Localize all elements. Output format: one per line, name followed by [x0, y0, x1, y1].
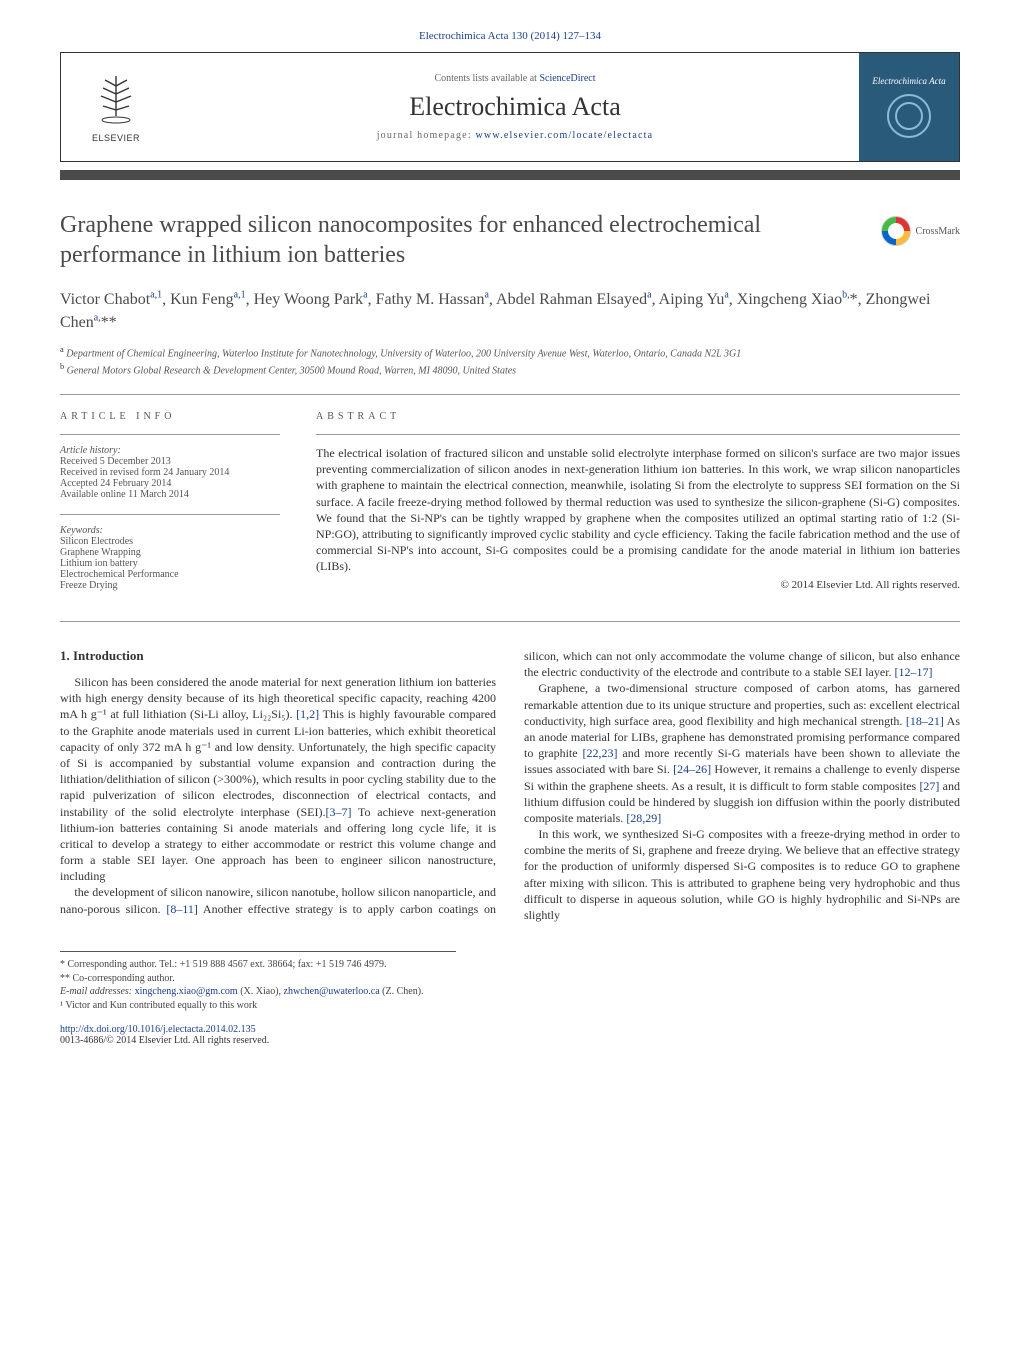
citation-link[interactable]: [12–17]: [895, 665, 933, 679]
abstract-column: abstract The electrical isolation of fra…: [316, 411, 960, 605]
keyword: Lithium ion battery: [60, 558, 280, 569]
keyword: Freeze Drying: [60, 580, 280, 591]
abstract-heading: abstract: [316, 411, 960, 422]
email-addresses: E-mail addresses: xingcheng.xiao@gm.com …: [60, 985, 456, 999]
article-info-heading: article info: [60, 411, 280, 422]
keywords-block: Keywords: Silicon ElectrodesGraphene Wra…: [60, 525, 280, 591]
history-line: Received in revised form 24 January 2014: [60, 467, 280, 478]
body-paragraph: In this work, we synthesized Si-G compos…: [524, 826, 960, 923]
section-heading: 1. Introduction: [60, 648, 496, 664]
body-paragraph: Silicon has been considered the anode ma…: [60, 674, 496, 884]
abstract-copyright: © 2014 Elsevier Ltd. All rights reserved…: [316, 579, 960, 591]
journal-reference: Electrochimica Acta 130 (2014) 127–134: [60, 30, 960, 42]
divider: [60, 394, 960, 395]
contents-prefix: Contents lists available at: [434, 73, 539, 84]
crossmark-badge-container[interactable]: CrossMark: [881, 216, 960, 246]
history-line: Received 5 December 2013: [60, 456, 280, 467]
history-label: Article history:: [60, 445, 121, 456]
article-title: Graphene wrapped silicon nanocomposites …: [60, 210, 861, 270]
footnotes: * Corresponding author. Tel.: +1 519 888…: [60, 951, 456, 1012]
authors-list: Victor Chabota,1, Kun Fenga,1, Hey Woong…: [60, 288, 960, 334]
issn-copyright: 0013-4686/© 2014 Elsevier Ltd. All right…: [60, 1035, 269, 1046]
homepage-link[interactable]: www.elsevier.com/locate/electacta: [476, 130, 654, 141]
citation-link[interactable]: [1,2]: [296, 707, 319, 721]
homepage-prefix: journal homepage:: [377, 130, 476, 141]
citation-link[interactable]: [27]: [919, 779, 939, 793]
citation-link[interactable]: [8–11]: [166, 902, 198, 916]
sciencedirect-link[interactable]: ScienceDirect: [539, 73, 595, 84]
journal-header: ELSEVIER Contents lists available at Sci…: [60, 52, 960, 162]
corresponding-author-2: ** Co-corresponding author.: [60, 972, 456, 986]
keyword: Electrochemical Performance: [60, 569, 280, 580]
citation-link[interactable]: [28,29]: [626, 811, 661, 825]
affiliation: a Department of Chemical Engineering, Wa…: [60, 344, 960, 361]
keyword: Graphene Wrapping: [60, 547, 280, 558]
contents-line: Contents lists available at ScienceDirec…: [171, 73, 859, 84]
elsevier-tree-icon: [91, 72, 141, 133]
journal-cover: Electrochimica Acta: [859, 53, 959, 161]
abstract-text: The electrical isolation of fractured si…: [316, 445, 960, 575]
history-line: Accepted 24 February 2014: [60, 478, 280, 489]
citation-link[interactable]: [18–21]: [906, 714, 944, 728]
doi-link[interactable]: http://dx.doi.org/10.1016/j.electacta.20…: [60, 1024, 256, 1035]
body-paragraph: Graphene, a two-dimensional structure co…: [524, 680, 960, 826]
doi-block: http://dx.doi.org/10.1016/j.electacta.20…: [60, 1024, 960, 1046]
publisher-name: ELSEVIER: [91, 133, 141, 143]
crossmark-icon: [881, 216, 911, 246]
publisher-logo-cell: ELSEVIER: [61, 53, 171, 161]
citation-link[interactable]: [24–26]: [673, 762, 711, 776]
email-link[interactable]: zhwchen@uwaterloo.ca: [284, 986, 380, 997]
affiliation: b General Motors Global Research & Devel…: [60, 361, 960, 378]
homepage-line: journal homepage: www.elsevier.com/locat…: [171, 130, 859, 141]
cover-graphic-icon: [887, 94, 931, 138]
author-contribution-note: ¹ Victor and Kun contributed equally to …: [60, 999, 456, 1013]
article-info-column: article info Article history: Received 5…: [60, 411, 280, 605]
history-line: Available online 11 March 2014: [60, 489, 280, 500]
affiliations: a Department of Chemical Engineering, Wa…: [60, 344, 960, 378]
corresponding-author-1: * Corresponding author. Tel.: +1 519 888…: [60, 958, 456, 972]
header-bar: [60, 170, 960, 180]
header-center: Contents lists available at ScienceDirec…: [171, 53, 859, 161]
cover-title: Electrochimica Acta: [872, 76, 945, 86]
keywords-label: Keywords:: [60, 525, 103, 536]
email-who: (Z. Chen).: [380, 986, 424, 997]
crossmark-label: CrossMark: [916, 226, 960, 237]
citation-link[interactable]: [22,23]: [582, 746, 617, 760]
journal-ref-link[interactable]: Electrochimica Acta 130 (2014) 127–134: [419, 30, 601, 42]
keyword: Silicon Electrodes: [60, 536, 280, 547]
email-link[interactable]: xingcheng.xiao@gm.com: [135, 986, 238, 997]
article-history: Article history: Received 5 December 201…: [60, 445, 280, 500]
citation-link[interactable]: [3–7]: [326, 805, 352, 819]
body-columns: 1. Introduction Silicon has been conside…: [60, 648, 960, 923]
email-label: E-mail addresses:: [60, 986, 135, 997]
email-who: (X. Xiao),: [238, 986, 284, 997]
journal-title: Electrochimica Acta: [171, 92, 859, 122]
elsevier-logo: ELSEVIER: [91, 72, 141, 143]
divider: [60, 621, 960, 622]
